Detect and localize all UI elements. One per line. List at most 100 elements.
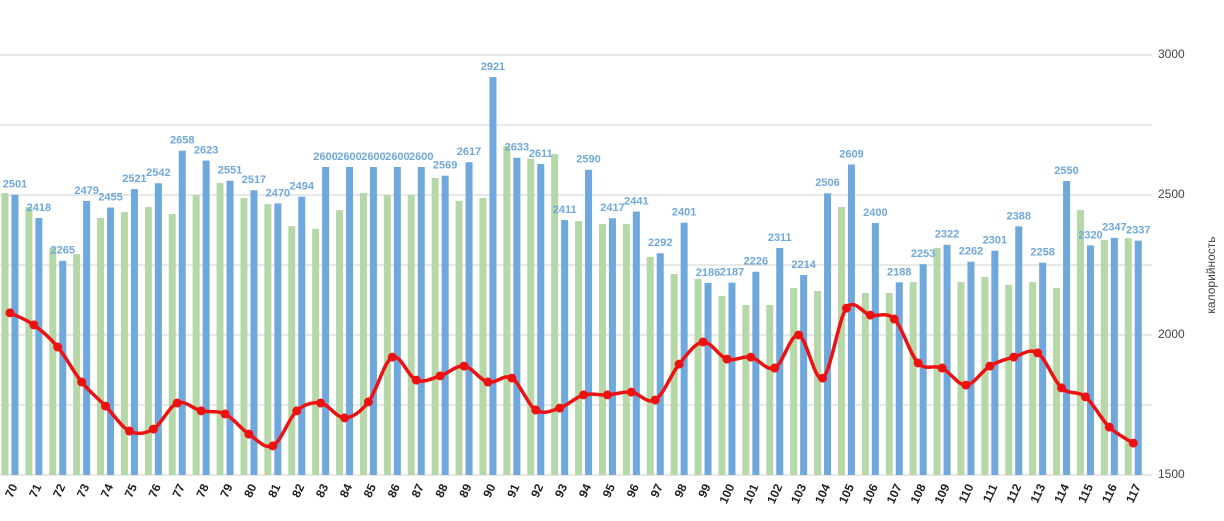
value-label: 2609 — [839, 148, 863, 160]
bar — [704, 282, 712, 475]
line-point — [5, 308, 15, 318]
bar — [537, 163, 545, 476]
x-tick-label: 95 — [600, 481, 618, 499]
line-point — [316, 398, 326, 408]
x-tick-label: 81 — [265, 481, 283, 499]
value-label: 2921 — [481, 61, 505, 73]
line-point — [674, 359, 684, 369]
x-tick-label: 97 — [648, 481, 666, 499]
bar — [383, 195, 391, 475]
value-label: 2401 — [672, 207, 696, 219]
value-label: 2617 — [457, 146, 481, 158]
line-point — [268, 441, 278, 451]
value-label: 2320 — [1078, 229, 1102, 241]
bar — [957, 282, 965, 475]
line-point — [913, 358, 923, 368]
value-label: 2611 — [529, 148, 553, 160]
line-point — [555, 403, 565, 413]
bar — [25, 207, 33, 476]
line-point — [411, 375, 421, 385]
bar — [608, 218, 616, 476]
line-point — [1057, 383, 1067, 393]
line-point — [340, 413, 350, 423]
bar — [465, 162, 473, 476]
value-label: 2506 — [815, 177, 839, 189]
line-point — [172, 398, 182, 408]
value-label: 2441 — [624, 195, 648, 207]
bar — [455, 200, 463, 475]
bar — [144, 207, 152, 476]
bar — [250, 190, 258, 476]
bar — [585, 169, 593, 476]
bar — [202, 160, 210, 475]
value-label: 2188 — [887, 266, 911, 278]
x-tick-label: 90 — [480, 481, 498, 499]
bar — [168, 214, 176, 476]
x-tick-label: 92 — [528, 481, 546, 499]
value-label: 2292 — [648, 237, 672, 249]
bar — [130, 189, 138, 475]
value-label: 2542 — [146, 167, 170, 179]
x-tick-label: 110 — [956, 481, 977, 505]
value-label: 2600 — [385, 151, 409, 163]
line-point — [818, 373, 828, 383]
bar — [790, 287, 798, 475]
x-tick-label: 76 — [146, 481, 164, 499]
bar — [694, 279, 702, 475]
bar — [264, 203, 272, 475]
value-label: 2347 — [1102, 222, 1126, 234]
bar — [59, 260, 67, 475]
bar — [417, 167, 425, 475]
line-point — [363, 397, 373, 407]
value-label: 2551 — [218, 165, 242, 177]
x-tick-label: 107 — [884, 481, 905, 505]
line-point — [220, 409, 230, 419]
bar — [800, 275, 808, 475]
line-point — [196, 406, 206, 416]
y-tick-label: 1500 — [1158, 467, 1185, 481]
x-tick-label: 89 — [456, 481, 474, 499]
x-tick-label: 102 — [764, 481, 785, 505]
line-point — [124, 426, 134, 436]
value-label: 2262 — [959, 246, 983, 258]
bar — [274, 203, 282, 475]
line-point — [1009, 352, 1019, 362]
line-point — [865, 310, 875, 320]
line-point — [889, 314, 899, 324]
x-tick-label: 88 — [432, 481, 450, 499]
line-point — [841, 303, 851, 313]
value-label: 2470 — [266, 187, 290, 199]
bar — [513, 157, 521, 475]
x-tick-label: 103 — [788, 481, 809, 505]
x-tick-label: 87 — [409, 481, 427, 499]
bar — [527, 158, 535, 475]
x-tick-label: 105 — [836, 481, 857, 505]
bar — [909, 282, 917, 475]
value-label: 2322 — [935, 229, 959, 241]
x-tick-label: 106 — [860, 481, 881, 505]
bar — [1124, 238, 1132, 475]
bar — [97, 217, 105, 475]
bar — [981, 277, 989, 475]
bar — [742, 305, 750, 475]
line-point — [650, 395, 660, 405]
bar — [431, 177, 439, 476]
value-label: 2550 — [1054, 165, 1078, 177]
x-tick-label: 84 — [337, 481, 355, 499]
bar — [240, 198, 248, 475]
bar — [178, 150, 186, 475]
bar — [1015, 226, 1023, 475]
bar — [718, 296, 726, 475]
value-label: 2600 — [361, 151, 385, 163]
line-point — [101, 401, 111, 411]
line-point — [77, 377, 87, 387]
x-tick-label: 83 — [313, 481, 331, 499]
bar — [766, 305, 774, 475]
x-tick-label: 94 — [576, 481, 594, 499]
line-point — [746, 352, 756, 362]
value-label: 2258 — [1030, 247, 1054, 259]
value-label: 2479 — [74, 185, 98, 197]
value-label: 2301 — [983, 235, 1007, 247]
line-point — [1128, 438, 1138, 448]
